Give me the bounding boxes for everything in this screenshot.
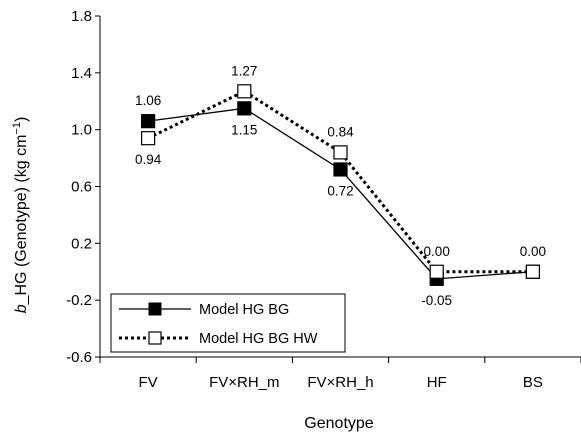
y-tick-label: 1.4 [71,65,92,82]
data-point-filled [237,101,252,116]
x-axis-title: Genotype [304,415,373,432]
legend: Model HG BG Model HG BG HW [110,293,346,353]
y-tick-label: -0.2 [66,292,92,309]
y-axis-title-prefix: b [13,304,30,313]
legend-marker-open-square [148,331,162,345]
axes: -0.6 -0.2 0.2 0.6 1.0 1.4 1.8 FV FV×RH_m FV×RH_h H… [66,8,581,391]
legend-entry-model-hg-bg-hw: Model HG BG HW [119,331,318,347]
y-axis-title-main: _HG (Genotype) (kg cm [13,135,30,306]
x-tick-label: FV×RH_m [209,374,279,391]
y-tick-label: 0.2 [71,235,92,252]
series-markers [141,84,541,286]
y-axis-title-sup: −1 [11,122,23,135]
data-label: 0.00 [520,244,546,259]
x-tick-label: FV [139,374,158,391]
data-label: 1.27 [231,63,257,78]
y-tick-label: 1.8 [71,8,92,25]
data-label: 0.84 [327,124,354,139]
series-line-2 [147,89,533,274]
legend-entry-model-hg-bg: Model HG BG [119,302,289,318]
y-tick-label: 0.6 [71,179,92,196]
data-label: 1.15 [231,122,257,137]
y-axis-title-suffix: ) [13,117,30,122]
data-point-open [141,131,156,146]
y-axis-title: b_HG (Genotype) (kg cm−1) [11,117,30,314]
data-label: 0.72 [327,183,353,198]
data-point-filled [333,162,348,177]
data-labels: 1.06 1.15 0.72 -0.05 0.94 1.27 0.84 0.00 0.00 [135,63,546,308]
x-tick-label: HF [427,374,447,391]
y-tick-label: -0.6 [66,349,92,366]
x-tick-label: FV×RH_h [307,374,373,391]
x-tick-label: BS [523,374,543,391]
data-point-open [237,84,252,99]
legend-label: Model HG BG [199,302,289,318]
data-point-open [525,264,541,279]
data-point-open [429,264,444,279]
data-label: 0.94 [135,152,162,167]
data-label: 1.06 [135,93,161,108]
legend-label: Model HG BG HW [199,331,318,347]
data-point-filled [141,114,156,129]
data-point-open [333,145,348,160]
data-label: -0.05 [421,293,452,308]
legend-marker-filled-square [148,302,162,316]
y-tick-label: 1.0 [71,122,92,139]
data-label: 0.00 [424,244,450,259]
